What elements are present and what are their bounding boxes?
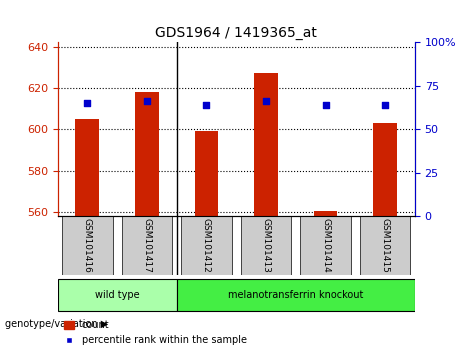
Text: GSM101415: GSM101415 xyxy=(381,218,390,273)
FancyBboxPatch shape xyxy=(122,216,172,275)
Text: GSM101414: GSM101414 xyxy=(321,218,330,273)
Point xyxy=(322,102,329,108)
Point xyxy=(143,99,151,104)
Text: GSM101413: GSM101413 xyxy=(261,218,271,273)
Text: wild type: wild type xyxy=(95,290,140,300)
Legend: count, percentile rank within the sample: count, percentile rank within the sample xyxy=(60,316,250,349)
Bar xyxy=(195,131,219,216)
FancyBboxPatch shape xyxy=(58,279,177,311)
Bar xyxy=(135,92,159,216)
Bar xyxy=(313,211,337,216)
Point xyxy=(381,102,389,108)
FancyBboxPatch shape xyxy=(360,216,410,275)
FancyBboxPatch shape xyxy=(62,216,112,275)
Text: GSM101417: GSM101417 xyxy=(142,218,152,273)
FancyBboxPatch shape xyxy=(300,216,351,275)
Text: genotype/variation ▶: genotype/variation ▶ xyxy=(5,319,108,329)
Text: GSM101416: GSM101416 xyxy=(83,218,92,273)
FancyBboxPatch shape xyxy=(241,216,291,275)
Bar xyxy=(76,119,99,216)
Point xyxy=(262,99,270,104)
FancyBboxPatch shape xyxy=(181,216,232,275)
Bar xyxy=(254,74,278,216)
Point xyxy=(203,102,210,108)
Point xyxy=(84,101,91,106)
FancyBboxPatch shape xyxy=(177,279,415,311)
Bar xyxy=(373,123,397,216)
Title: GDS1964 / 1419365_at: GDS1964 / 1419365_at xyxy=(155,26,317,40)
Text: GSM101412: GSM101412 xyxy=(202,218,211,273)
Text: melanotransferrin knockout: melanotransferrin knockout xyxy=(228,290,363,300)
